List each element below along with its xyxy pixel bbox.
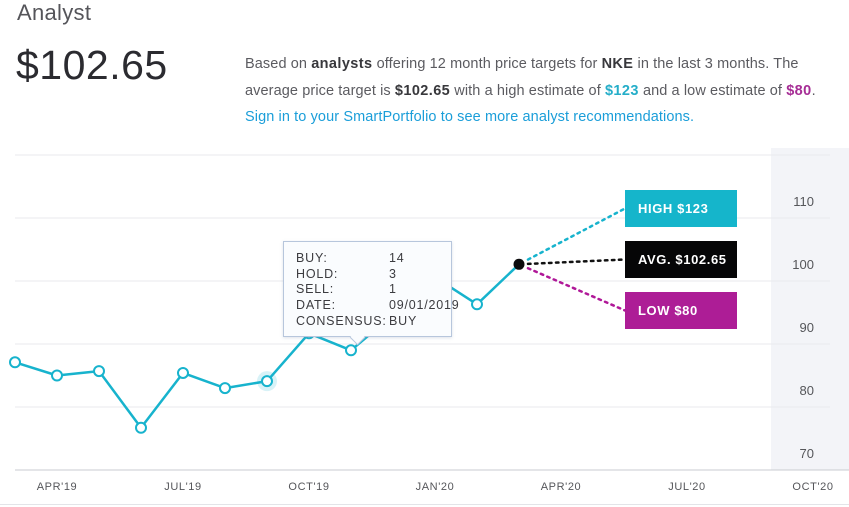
data-point-marker [51,369,63,382]
data-point-marker [177,366,189,379]
description-text: $102.65 [394,82,451,99]
data-point-marker [219,382,231,395]
chart-tooltip: BUY: 14 HOLD: 3 SELL: 1 DATE: 09/01/2019 CONSENS… [283,241,460,345]
projection-line-avg [526,258,627,266]
projection-line-high [526,207,627,261]
x-axis-tick-label: JUL'19 [164,481,202,493]
low-estimate-label: LOW $80 [638,303,698,318]
x-axis-tick-label: OCT'19 [288,481,329,493]
description-text: $123 [604,82,639,99]
data-point-marker [345,344,357,357]
tooltip-row: HOLD: 3 [296,266,397,281]
description-text: offering 12 month price targets for [372,56,602,72]
projection-line-low [526,266,627,312]
high-estimate-label: HIGH $123 [638,201,709,216]
x-axis-tick-label: APR'20 [541,481,582,493]
data-point-marker [93,365,105,378]
page-title: Analyst [17,0,92,25]
data-point-marker [471,298,483,311]
tooltip-row: DATE: 09/01/2019 [296,298,460,313]
average-price-target: $102.65 [16,42,168,88]
tooltip-row: SELL: 1 [296,282,397,297]
avg-estimate-badge: AVG. $102.65 [625,241,737,278]
data-point-marker [261,375,273,388]
x-axis-tick-label: JAN'20 [416,481,455,493]
bottom-divider [0,504,849,505]
description-text: in the last 3 months. The average price … [245,56,799,99]
tooltip-row: BUY: 14 [296,251,405,265]
analyst-description: Based on analysts offering 12 month pric… [245,51,817,131]
current-price-point [513,258,525,270]
data-point-marker [9,356,21,369]
y-axis-tick-label: 110 [793,194,814,209]
y-axis-tick-label: 100 [792,257,814,272]
tooltip-row: CONSENSUS: BUY [296,313,418,328]
y-axis-tick-label: 90 [800,320,814,335]
data-point-marker [135,421,147,434]
low-estimate-badge: LOW $80 [625,292,737,329]
x-axis-tick-label: JUL'20 [668,481,706,493]
description-text: Based on [245,56,312,72]
description-text: NKE [601,56,634,72]
y-axis-tick-label: 70 [800,446,814,461]
y-axis-strip [771,148,849,470]
description-text: $80 [786,82,812,99]
tooltip-rows: BUY: 14 HOLD: 3 SELL: 1 DATE: 09/01/2019 CONSENS… [296,251,460,330]
description-text: with a high estimate of [450,82,605,99]
description-text: and a low estimate of [638,82,787,99]
avg-estimate-label: AVG. $102.65 [638,252,727,267]
x-axis-tick-label: OCT'20 [792,481,833,493]
description-text: analysts [311,56,373,72]
signin-smartportfolio-link[interactable]: Sign in to your SmartPortfolio to see mo… [245,109,695,125]
x-axis-tick-label: APR'19 [37,481,78,493]
description-text: . [811,82,816,99]
high-estimate-badge: HIGH $123 [625,190,737,227]
y-axis-tick-label: 80 [800,383,814,398]
